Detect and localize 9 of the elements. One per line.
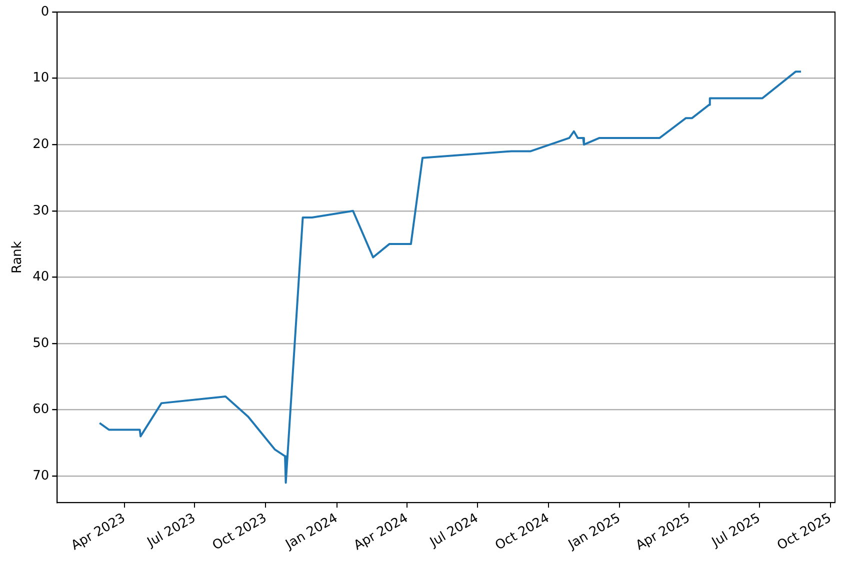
- y-tick-label: 30: [32, 203, 50, 218]
- y-tick-label: 40: [32, 270, 50, 285]
- y-axis-title: Rank: [10, 240, 26, 274]
- y-tick-label: 50: [32, 336, 50, 351]
- y-tick-label: 60: [32, 402, 50, 418]
- y-tick-label: 20: [32, 136, 50, 152]
- y-tick-label: 0: [40, 4, 50, 20]
- y-tick-label: 10: [32, 70, 50, 86]
- y-tick-label: 70: [32, 468, 50, 484]
